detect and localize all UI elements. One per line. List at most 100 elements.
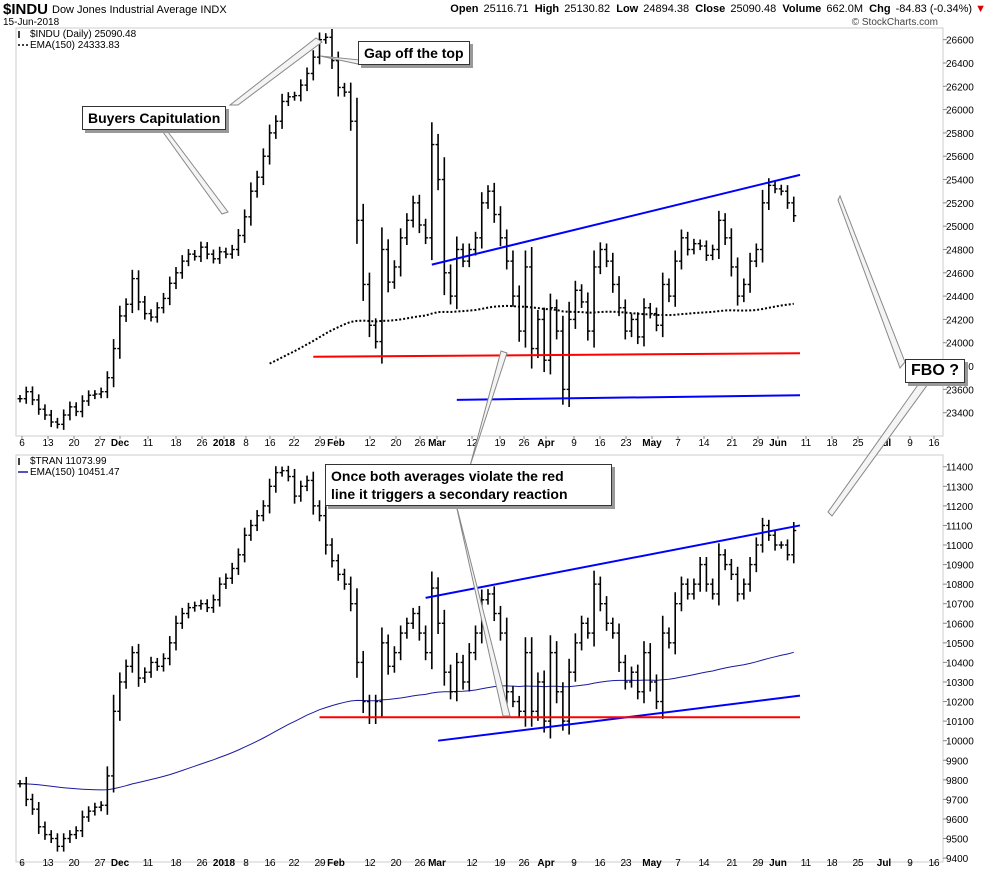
x-tick-label: 20 [390,438,402,449]
ohlc-bar [366,272,372,338]
ohlc-bar [747,557,753,592]
ohlc-bar [510,250,516,307]
ohlc-bar [123,659,129,689]
x-tick-label: 27 [94,858,106,869]
ohlc-bar [360,203,366,301]
y-tick-label: 10200 [946,698,974,709]
ohlc-bar [572,633,578,682]
x-tick-label: 16 [928,438,940,449]
ohlc-bar [579,284,585,308]
ohlc-bar [566,658,572,735]
ohlc-bar [579,615,585,651]
ohlc-bar [354,97,360,244]
ohlc-bar [504,617,510,708]
legend-entry: $TRAN 11073.99 [30,456,107,467]
ohlc-bar [92,390,98,400]
x-tick-label: 2018 [213,858,236,869]
ohlc-bar [703,557,709,592]
ohlc-bar [710,244,716,261]
ohlc-bar [653,674,659,710]
ohlc-bar [79,810,85,838]
ohlc-bar [641,641,647,704]
ohlc-bar [260,500,266,522]
ohlc-bar [497,605,503,641]
ohlc-bar [179,607,185,629]
y-tick-label: 24800 [946,245,974,256]
ohlc-bar [560,682,566,731]
ohlc-bar [529,637,535,727]
x-tick-label: 20 [68,858,80,869]
y-tick-label: 11400 [946,463,974,474]
x-tick-label: May [642,858,662,869]
ohlc-bar [547,635,553,739]
ohlc-bar [678,576,684,612]
ohlc-bar [635,664,641,700]
ohlc-bar [242,209,248,243]
ohlc-bar [660,272,666,338]
ohlc-bar [678,229,684,270]
ohlc-bar [192,601,198,612]
ohlc-bar [161,653,167,672]
legend-entry: EMA(150) 10451.47 [30,467,120,478]
ohlc-bar [298,79,304,102]
x-tick-label: 18 [170,438,182,449]
ohlc-bar [229,562,235,584]
ohlc-bar [791,522,797,564]
ohlc-bar [104,371,110,399]
ohlc-bar [604,243,610,268]
x-tick-label: 21 [726,858,738,869]
ohlc-bar [741,578,747,600]
close-label: Close [695,3,726,15]
x-tick-label: 14 [698,438,710,449]
ohlc-bar [329,538,335,568]
ohlc-bar [210,249,216,264]
ohlc-bar [48,830,54,843]
y-tick-label: 10600 [946,619,974,630]
x-tick-label: 7 [675,858,681,869]
ohlc-bar [198,599,204,610]
x-tick-label: 29 [752,858,764,869]
x-tick-label: Feb [327,438,345,449]
y-tick-label: 25000 [946,222,974,233]
ohlc-bar [423,218,429,245]
x-tick-label: Feb [327,858,345,869]
ohlc-bar [148,656,154,678]
instrument-name: Dow Jones Industrial Average INDX [52,4,227,16]
ohlc-bar [429,571,435,670]
x-tick-label: 16 [264,438,276,449]
x-tick-label: 7 [675,438,681,449]
ohlc-bar [48,409,54,428]
ohlc-bar [547,293,553,375]
ohlc-bar [348,82,354,131]
ohlc-bar [210,594,216,613]
ohlc-bar [391,646,397,673]
y-tick-label: 23400 [946,409,974,420]
y-tick-label: 10300 [946,678,974,689]
y-tick-label: 9700 [946,795,969,806]
y-tick-label: 10100 [946,717,974,728]
exchange-label: INDX [200,4,227,16]
x-tick-label: 9 [907,438,913,449]
symbol-title: $INDU [3,1,49,18]
y-tick-label: 9500 [946,835,969,846]
x-tick-label: 22 [288,858,300,869]
ohlc-bar [235,548,241,575]
x-tick-label: 6 [19,438,25,449]
panel-frame [15,27,944,437]
ohlc-bar [716,543,722,606]
quote-summary: Open 25116.71 High 25130.82 Low 24894.38… [450,3,986,15]
ohlc-bar [772,529,778,551]
ohlc-bar [554,641,560,704]
ohlc-bar [597,576,603,612]
ohlc-bar [404,617,410,639]
x-tick-label: 12 [466,438,478,449]
ohlc-bar [173,267,179,290]
ohlc-bar [192,250,198,261]
close-value: 25090.48 [730,3,777,15]
ohlc-bar [98,801,104,812]
ohlc-bar [610,252,616,293]
ohlc-bar [629,313,635,338]
ohlc-bar [510,686,516,708]
ohlc-bar [516,285,522,342]
ohlc-bar [522,250,528,348]
